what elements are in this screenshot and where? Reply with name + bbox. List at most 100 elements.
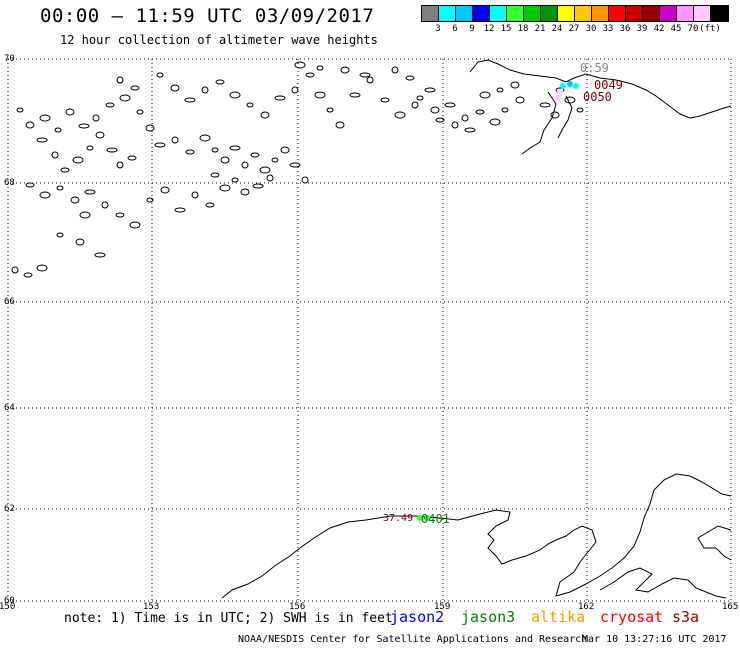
- lake-outline: [430, 106, 440, 114]
- lake-outline: [79, 211, 91, 219]
- lake-outline: [576, 107, 584, 113]
- lake-outline: [174, 207, 186, 213]
- track-point: [557, 89, 563, 95]
- lake-outline: [185, 149, 195, 155]
- longitude-label: 162: [578, 602, 595, 612]
- latitude-label: 70: [4, 54, 15, 64]
- lake-outline: [199, 134, 211, 142]
- lake-outline: [240, 188, 250, 196]
- lake-outline: [294, 61, 306, 69]
- lake-outline: [116, 76, 124, 84]
- lake-outline: [105, 102, 115, 108]
- latitude-label: 60: [4, 596, 15, 606]
- legend-swatch: [643, 6, 660, 21]
- lake-outline: [305, 72, 315, 78]
- latitude-label: 62: [4, 504, 15, 514]
- lake-outline: [130, 85, 140, 91]
- longitude-label: 159: [434, 602, 451, 612]
- legend-label: 36: [619, 24, 631, 34]
- lake-outline: [145, 124, 155, 132]
- lake-outline: [146, 197, 154, 203]
- longitude-label: 150: [0, 602, 16, 612]
- lake-outline: [405, 75, 415, 81]
- lake-outline: [394, 111, 406, 119]
- lake-outline: [475, 109, 485, 115]
- lake-outline: [231, 177, 239, 183]
- track-point: [567, 81, 573, 87]
- coastline: [221, 59, 732, 599]
- legend-label: 42: [653, 24, 665, 34]
- lake-outline: [326, 107, 334, 113]
- lake-outline: [205, 202, 215, 208]
- lake-outline: [36, 264, 48, 272]
- legend-label: 18: [517, 24, 529, 34]
- lake-outline: [184, 97, 196, 103]
- legend-swatch: [711, 6, 728, 21]
- lake-outline: [349, 92, 361, 98]
- lake-outline: [25, 182, 35, 188]
- legend-label: 33: [602, 24, 614, 34]
- lake-outline: [54, 127, 62, 133]
- lake-outline: [335, 121, 345, 129]
- coastline-east: [697, 525, 732, 561]
- legend-labels: 3 6 9 12 15 18 21 24 27 30 33 36 39 42 45 70 (ft): [421, 22, 729, 36]
- lake-outline: [36, 137, 48, 143]
- lake-outline: [489, 118, 501, 126]
- legend-swatch: [507, 6, 524, 21]
- legend-swatch: [677, 6, 694, 21]
- map-title: 00:00 – 11:59 UTC 03/09/2017: [40, 5, 375, 27]
- legend-swatch: [422, 6, 439, 21]
- lake-outlines: [11, 61, 584, 278]
- lake-outline: [501, 107, 509, 113]
- legend-swatch: [541, 6, 558, 21]
- lake-outline: [156, 72, 164, 78]
- legend-swatch: [473, 6, 490, 21]
- lake-outline: [39, 191, 51, 199]
- lake-outline: [274, 95, 286, 101]
- wave-height-legend: 3 6 9 12 15 18 21 24 27 30 33 36 39 42 45 70 (ft): [421, 5, 729, 36]
- lake-outline: [16, 107, 24, 113]
- lake-outline: [340, 66, 350, 74]
- track-time-label: 0:59: [580, 61, 609, 75]
- footer-credit: NOAA/NESDIS Center for Satellite Applica…: [238, 634, 588, 645]
- track-point: [417, 515, 423, 521]
- lake-outline: [219, 184, 231, 192]
- lake-outline: [359, 72, 371, 78]
- lake-outline: [391, 66, 399, 74]
- coastline-inlet-east: [557, 95, 573, 139]
- longitude-label: 165: [722, 602, 739, 612]
- lake-outline: [136, 109, 144, 115]
- longitude-label: 156: [289, 602, 306, 612]
- lake-outline: [92, 114, 100, 122]
- satellite-jason3: jason3: [461, 608, 516, 626]
- lake-outline: [215, 79, 225, 85]
- legend-colorbar: [421, 5, 729, 22]
- legend-label: 39: [636, 24, 648, 34]
- lake-outline: [154, 142, 166, 148]
- lake-outline: [241, 161, 249, 169]
- legend-swatch: [694, 6, 711, 21]
- lake-outline: [160, 186, 170, 194]
- lake-outline: [380, 97, 390, 103]
- legend-swatch: [609, 6, 626, 21]
- lake-outline: [78, 123, 90, 129]
- legend-label: 45: [670, 24, 682, 34]
- lake-outline: [366, 76, 374, 84]
- satellite-altika: altika: [531, 608, 586, 626]
- units-note: note: 1) Time is in UTC; 2) SWH is in fe…: [64, 611, 393, 626]
- lake-outline: [86, 145, 94, 151]
- longitude-label: 153: [143, 602, 160, 612]
- lake-outline: [539, 102, 551, 108]
- lake-outline: [94, 252, 106, 258]
- lake-outline: [510, 81, 520, 89]
- lake-outline: [252, 183, 264, 189]
- latitude-label: 66: [4, 297, 15, 307]
- lake-outline: [291, 86, 299, 94]
- lake-outline: [259, 166, 271, 174]
- legend-swatch: [626, 6, 643, 21]
- legend-swatch: [524, 6, 541, 21]
- lake-outline: [72, 156, 84, 164]
- lake-outline: [201, 86, 209, 94]
- latitude-label: 68: [4, 178, 15, 188]
- coastline-inlet: [521, 91, 557, 155]
